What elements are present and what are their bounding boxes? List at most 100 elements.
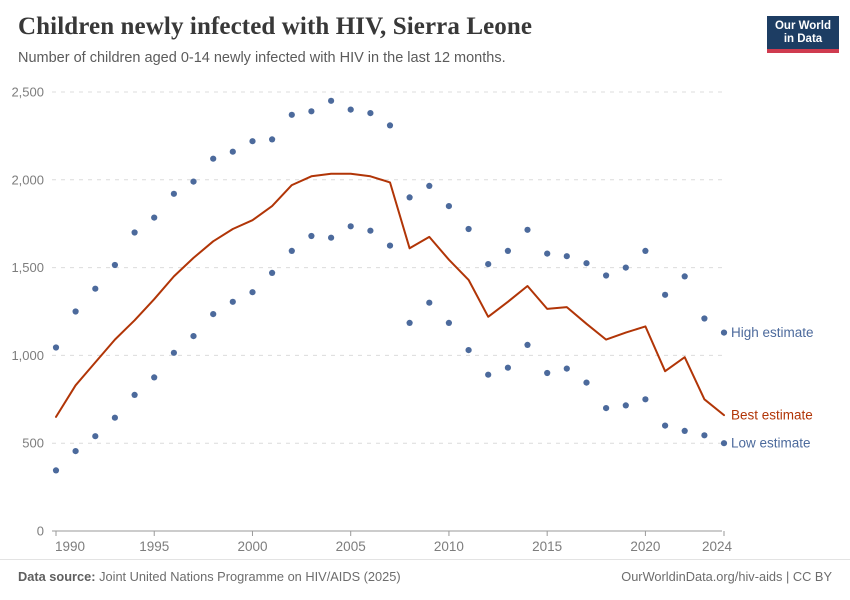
x-tick-label-1995: 1995 <box>139 539 169 554</box>
high-estimate-point-1998 <box>210 155 217 162</box>
high-estimate-point-2003 <box>308 108 315 115</box>
low-estimate-point-2015 <box>544 369 551 377</box>
high-estimate-point-2006 <box>367 110 374 117</box>
y-tick-label-2000: 2,000 <box>11 172 44 187</box>
high-estimate-point-2010 <box>445 203 452 210</box>
high-estimate-point-2002 <box>288 111 295 118</box>
low-estimate-point-2016 <box>563 365 570 372</box>
data-source-text: Data source: Joint United Nations Progra… <box>18 569 401 584</box>
high-estimate-point-1995 <box>151 214 158 221</box>
low-estimate-point-2021 <box>662 422 669 429</box>
high-estimate-point-1996 <box>170 190 177 197</box>
data-source-value: Joint United Nations Programme on HIV/AI… <box>95 569 401 584</box>
high-estimate-point-2011 <box>465 225 472 233</box>
low-estimate-point-1999 <box>229 298 236 305</box>
high-estimate-point-1990 <box>52 344 60 351</box>
page-title: Children newly infected with HIV, Sierra… <box>18 13 533 40</box>
low-estimate-point-1996 <box>170 349 177 356</box>
low-estimate-point-2023 <box>701 432 708 439</box>
low-estimate-point-2011 <box>465 347 472 354</box>
low-estimate-point-1994 <box>131 391 138 398</box>
x-tick-label-2005: 2005 <box>336 539 366 554</box>
chart-footer: Data source: Joint United Nations Progra… <box>0 559 850 600</box>
low-estimate-point-1997 <box>190 333 197 340</box>
x-tick-label-2020: 2020 <box>630 539 660 554</box>
high-estimate-point-1994 <box>131 229 138 236</box>
low-estimate-point-2010 <box>445 319 452 326</box>
high-estimate-point-2014 <box>524 226 531 233</box>
high-estimate-point-1992 <box>92 285 99 292</box>
low-estimate-point-2014 <box>524 341 531 348</box>
high-estimate-point-2013 <box>504 247 511 254</box>
low-estimate-point-2012 <box>485 371 492 378</box>
x-tick-label-2015: 2015 <box>532 539 562 554</box>
low-estimate-point-2009 <box>426 299 433 306</box>
page-subtitle: Number of children aged 0-14 newly infec… <box>18 50 506 66</box>
high-estimate-point-2021 <box>662 291 669 298</box>
high-estimate-point-2009 <box>426 182 433 189</box>
high-estimate-point-2016 <box>563 253 570 260</box>
low-estimate-point-1992 <box>92 433 99 440</box>
low-estimate-point-2008 <box>406 319 413 326</box>
low-estimate-point-2020 <box>642 396 649 403</box>
high-estimate-point-2015 <box>544 250 551 257</box>
y-tick-label-0: 0 <box>37 524 44 539</box>
high-estimate-point-2020 <box>642 247 649 254</box>
high-estimate-point-2019 <box>622 264 629 271</box>
low-estimate-point-2024 <box>720 440 728 447</box>
y-tick-label-2500: 2,500 <box>11 85 44 100</box>
high-estimate-point-2001 <box>269 136 276 143</box>
y-tick-label-1000: 1,000 <box>11 348 44 363</box>
low-estimate-point-2006 <box>367 227 374 234</box>
high-estimate-point-2012 <box>485 261 492 268</box>
low-estimate-point-2004 <box>328 234 335 241</box>
x-tick-label-2024: 2024 <box>702 539 733 554</box>
data-source-label: Data source: <box>18 569 96 584</box>
low-estimate-point-2000 <box>249 289 256 296</box>
owid-logo[interactable]: Our World in Data <box>767 16 839 53</box>
high-estimate-point-2004 <box>328 97 335 104</box>
x-tick-label-1990: 1990 <box>55 539 85 554</box>
high-estimate-point-2000 <box>249 138 256 145</box>
chart-header: Children newly infected with HIV, Sierra… <box>18 12 760 66</box>
low-estimate-point-1995 <box>151 374 158 381</box>
low-estimate-point-1991 <box>72 448 79 455</box>
high-estimate-point-2005 <box>347 106 354 113</box>
series-label-best-estimate: Best estimate <box>731 408 813 423</box>
owid-logo-line1: Our World <box>774 20 831 32</box>
y-tick-label-1500: 1,500 <box>11 260 44 275</box>
low-estimate-point-2007 <box>386 242 394 249</box>
high-estimate-point-1993 <box>111 261 118 269</box>
x-tick-label-2010: 2010 <box>434 539 464 554</box>
high-estimate-point-1991 <box>72 308 79 315</box>
high-estimate-point-2008 <box>406 194 413 201</box>
low-estimate-point-1998 <box>210 311 217 318</box>
best-estimate-line <box>55 172 725 418</box>
low-estimate-point-2001 <box>269 269 276 276</box>
y-tick-label-500: 500 <box>22 436 44 451</box>
high-estimate-point-2018 <box>603 272 610 279</box>
high-estimate-point-2007 <box>386 122 394 129</box>
low-estimate-point-2003 <box>308 232 315 240</box>
high-estimate-point-1999 <box>229 148 236 155</box>
footer-credit-link[interactable]: OurWorldinData.org/hiv-aids | CC BY <box>621 569 832 584</box>
low-estimate-point-1990 <box>52 467 60 474</box>
low-estimate-point-1993 <box>111 414 118 421</box>
low-estimate-point-2017 <box>583 379 590 386</box>
high-estimate-point-2017 <box>583 260 590 267</box>
low-estimate-point-2018 <box>603 405 610 412</box>
series-label-high-estimate: High estimate <box>731 325 814 340</box>
low-estimate-point-2005 <box>347 223 354 230</box>
low-estimate-point-2022 <box>681 427 688 434</box>
high-estimate-point-2023 <box>701 315 708 322</box>
low-estimate-point-2013 <box>504 364 511 371</box>
high-estimate-point-2022 <box>681 273 688 280</box>
series-label-low-estimate: Low estimate <box>731 436 811 451</box>
low-estimate-point-2019 <box>622 402 629 409</box>
high-estimate-point-1997 <box>190 178 197 185</box>
low-estimate-point-2002 <box>288 247 295 254</box>
chart-canvas: 0 500 1,000 1,500 2,000 2,500 1990 1995 2000 2005… <box>11 85 814 555</box>
high-estimate-point-2024 <box>720 329 728 336</box>
owid-logo-line2: in Data <box>783 33 823 45</box>
